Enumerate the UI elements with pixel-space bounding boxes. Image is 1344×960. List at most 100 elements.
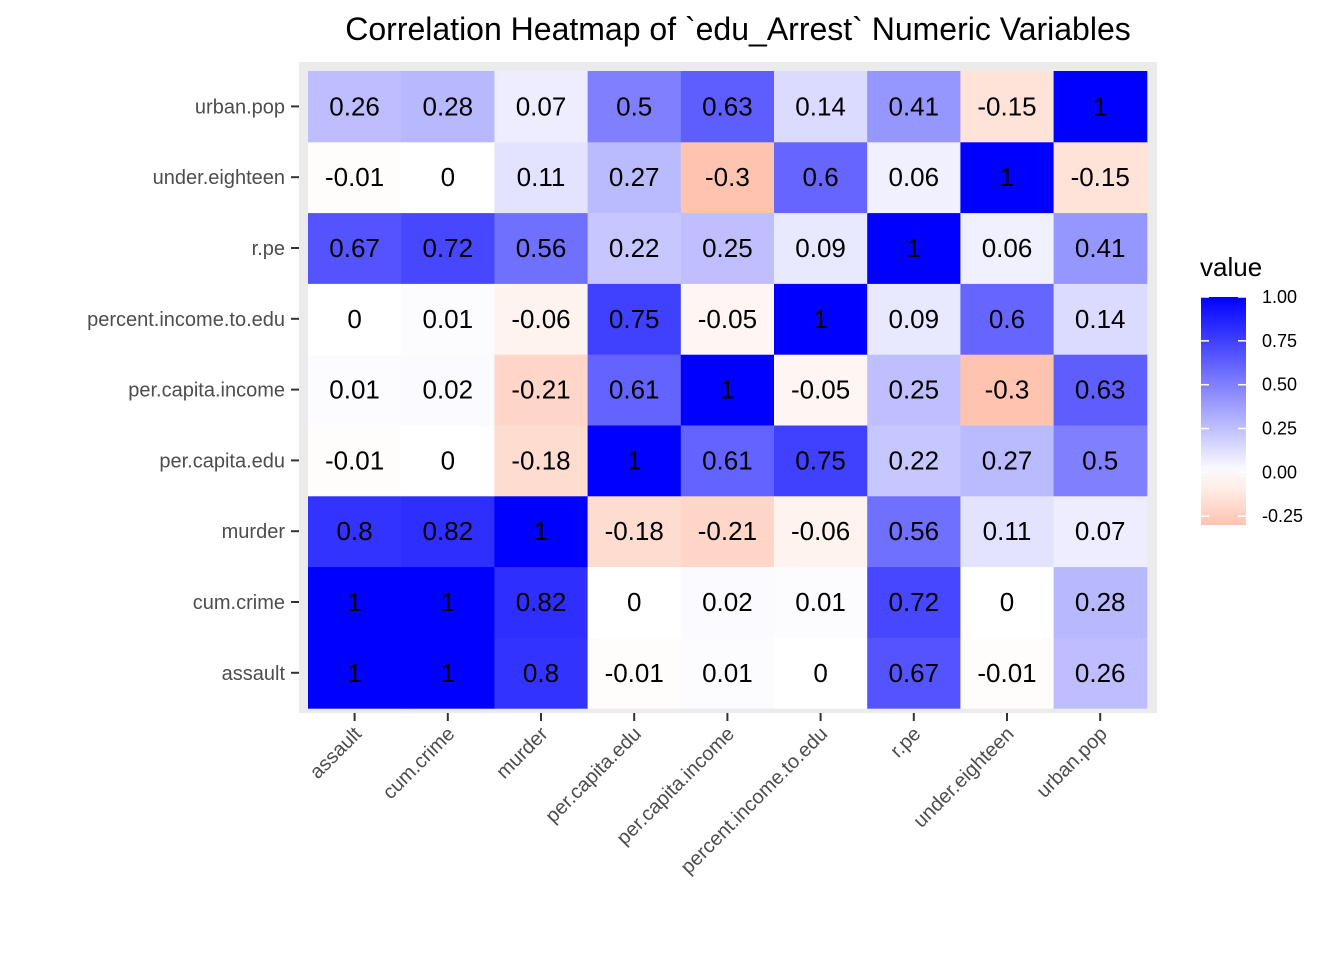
heatmap-cell-murder-cum.crime bbox=[401, 495, 495, 568]
cell-value-label: -0.18 bbox=[511, 445, 570, 475]
heatmap-cell-urban.pop-under.eighteen bbox=[960, 71, 1055, 143]
cell-value-label: 0.63 bbox=[702, 91, 753, 121]
cell-value-label: 1 bbox=[441, 587, 455, 617]
cell-value-label: 0.01 bbox=[329, 375, 380, 405]
cell-value-label: 0.27 bbox=[982, 445, 1033, 475]
cell-value-label: 0.09 bbox=[795, 233, 846, 263]
legend-tick-label: 0.00 bbox=[1262, 462, 1297, 482]
cell-value-label: -0.01 bbox=[977, 658, 1036, 688]
cell-value-label: 0.25 bbox=[888, 375, 939, 405]
heatmap-cell-murder-r.pe bbox=[867, 495, 961, 568]
cell-value-label: 0.02 bbox=[422, 375, 473, 405]
legend-tick-label: 0.50 bbox=[1262, 375, 1297, 395]
heatmap-cell-cum.crime-per.capita.edu bbox=[587, 566, 682, 638]
heatmap-cell-urban.pop-assault bbox=[308, 71, 402, 143]
cell-value-label: 0.06 bbox=[982, 233, 1033, 263]
heatmap-cell-under.eighteen-urban.pop bbox=[1053, 141, 1148, 214]
legend-tick-label: -0.25 bbox=[1262, 506, 1303, 526]
cell-value-label: -0.18 bbox=[605, 516, 664, 546]
heatmap-cell-r.pe-r.pe bbox=[867, 212, 961, 284]
heatmap-cell-cum.crime-urban.pop bbox=[1053, 566, 1148, 638]
cell-value-label: 0.41 bbox=[1075, 233, 1126, 263]
y-tick-label: cum.crime bbox=[193, 592, 285, 614]
cell-value-label: 0.01 bbox=[702, 658, 753, 688]
y-axis: assault cum.crime murder per.capita.edu per.… bbox=[87, 96, 299, 685]
x-tick-label: urban.pop bbox=[1032, 723, 1111, 802]
heatmap-cell-per.capita.edu-assault bbox=[308, 425, 402, 497]
legend-tick-label: 0.75 bbox=[1262, 331, 1297, 351]
heatmap-cell-percent.income.to.edu-percent.income.to.edu bbox=[774, 283, 868, 355]
cell-value-label: 0 bbox=[441, 162, 455, 192]
cell-value-label: -0.3 bbox=[705, 162, 750, 192]
heatmap-cell-labels: 1 1 0.8 -0.01 0.01 0 0.67 -0.01 0.26 1 1 0.82 0 0.02 0… bbox=[325, 91, 1130, 687]
cell-value-label: 0.25 bbox=[702, 233, 753, 263]
cell-value-label: 1 bbox=[1000, 162, 1014, 192]
heatmap-cell-percent.income.to.edu-cum.crime bbox=[401, 283, 495, 355]
cell-value-label: 0.28 bbox=[422, 91, 473, 121]
cell-value-label: 0.09 bbox=[888, 304, 939, 334]
cell-value-label: 0.11 bbox=[517, 162, 566, 192]
y-tick-label: assault bbox=[222, 663, 286, 685]
cell-value-label: 0.63 bbox=[1075, 375, 1126, 405]
cell-value-label: 0.01 bbox=[795, 587, 846, 617]
heatmap-cell-urban.pop-murder bbox=[494, 71, 589, 143]
heatmap-cell-urban.pop-r.pe bbox=[867, 71, 961, 143]
cell-value-label: 0.56 bbox=[888, 516, 939, 546]
cell-value-label: 0 bbox=[1000, 587, 1014, 617]
x-tick-label: per.capita.edu bbox=[541, 723, 645, 827]
heatmap-cell-urban.pop-per.capita.income bbox=[680, 71, 775, 143]
heatmap-cell-cum.crime-per.capita.income bbox=[680, 566, 775, 638]
y-tick-label: per.capita.income bbox=[128, 380, 285, 402]
heatmap-cell-assault-under.eighteen bbox=[960, 637, 1055, 709]
cell-value-label: 0.82 bbox=[422, 516, 473, 546]
cell-value-label: 0.72 bbox=[888, 587, 939, 617]
cell-value-label: 1 bbox=[627, 445, 641, 475]
heatmap-cell-per.capita.edu-urban.pop bbox=[1053, 425, 1148, 497]
heatmap-cell-murder-urban.pop bbox=[1053, 495, 1148, 568]
y-tick-label: r.pe bbox=[252, 238, 285, 260]
cell-value-label: 0.56 bbox=[516, 233, 567, 263]
heatmap-cell-assault-cum.crime bbox=[401, 637, 495, 709]
heatmap-cell-cum.crime-percent.income.to.edu bbox=[774, 566, 868, 638]
heatmap-cell-under.eighteen-per.capita.edu bbox=[587, 141, 682, 214]
heatmap-cell-r.pe-per.capita.edu bbox=[587, 212, 682, 284]
heatmap-cell-per.capita.income-cum.crime bbox=[401, 354, 495, 426]
heatmap-cell-assault-murder bbox=[494, 637, 589, 709]
heatmap-cell-murder-percent.income.to.edu bbox=[774, 495, 868, 568]
heatmap-cell-per.capita.edu-cum.crime bbox=[401, 425, 495, 497]
legend-title: value bbox=[1200, 252, 1262, 282]
cell-value-label: 0.8 bbox=[523, 658, 559, 688]
legend: value 1.00 0.75 0.50 0.25 0.00 -0.25 bbox=[1200, 252, 1303, 526]
legend-colorbar bbox=[1201, 297, 1246, 525]
heatmap-cell-cum.crime-under.eighteen bbox=[960, 566, 1055, 638]
heatmap-cell-murder-per.capita.income bbox=[680, 495, 775, 568]
cell-value-label: 1 bbox=[813, 304, 827, 334]
cell-value-label: 0.8 bbox=[337, 516, 373, 546]
heatmap-cell-percent.income.to.edu-murder bbox=[494, 283, 589, 355]
y-tick-label: under.eighteen bbox=[153, 167, 285, 189]
heatmap-cell-percent.income.to.edu-per.capita.edu bbox=[587, 283, 682, 355]
heatmap-cell-r.pe-under.eighteen bbox=[960, 212, 1055, 284]
cell-value-label: 0.06 bbox=[888, 162, 939, 192]
heatmap-cell-cum.crime-murder bbox=[494, 566, 589, 638]
cell-value-label: 0.22 bbox=[888, 445, 939, 475]
heatmap-cell-percent.income.to.edu-assault bbox=[308, 283, 402, 355]
legend-ticks: 1.00 0.75 0.50 0.25 0.00 -0.25 bbox=[1201, 287, 1303, 526]
heatmap-cell-percent.income.to.edu-r.pe bbox=[867, 283, 961, 355]
heatmap-cell-per.capita.edu-per.capita.income bbox=[680, 425, 775, 497]
cell-value-label: 0.14 bbox=[1075, 304, 1126, 334]
cell-value-label: -0.06 bbox=[791, 516, 850, 546]
heatmap-cell-percent.income.to.edu-under.eighteen bbox=[960, 283, 1055, 355]
cell-value-label: 1 bbox=[534, 516, 548, 546]
heatmap-cell-r.pe-cum.crime bbox=[401, 212, 495, 284]
heatmap-cell-murder-assault bbox=[308, 495, 402, 568]
heatmap-cell-per.capita.income-percent.income.to.edu bbox=[774, 354, 868, 426]
cell-value-label: 0 bbox=[627, 587, 641, 617]
cell-value-label: 0.01 bbox=[422, 304, 473, 334]
heatmap-cell-per.capita.income-r.pe bbox=[867, 354, 961, 426]
x-axis: assault cum.crime murderper.capita.eduper.… bbox=[306, 713, 1112, 878]
heatmap-cell-assault-per.capita.income bbox=[680, 637, 775, 709]
heatmap-cell-assault-urban.pop bbox=[1053, 637, 1148, 709]
cell-value-label: -0.01 bbox=[325, 162, 384, 192]
